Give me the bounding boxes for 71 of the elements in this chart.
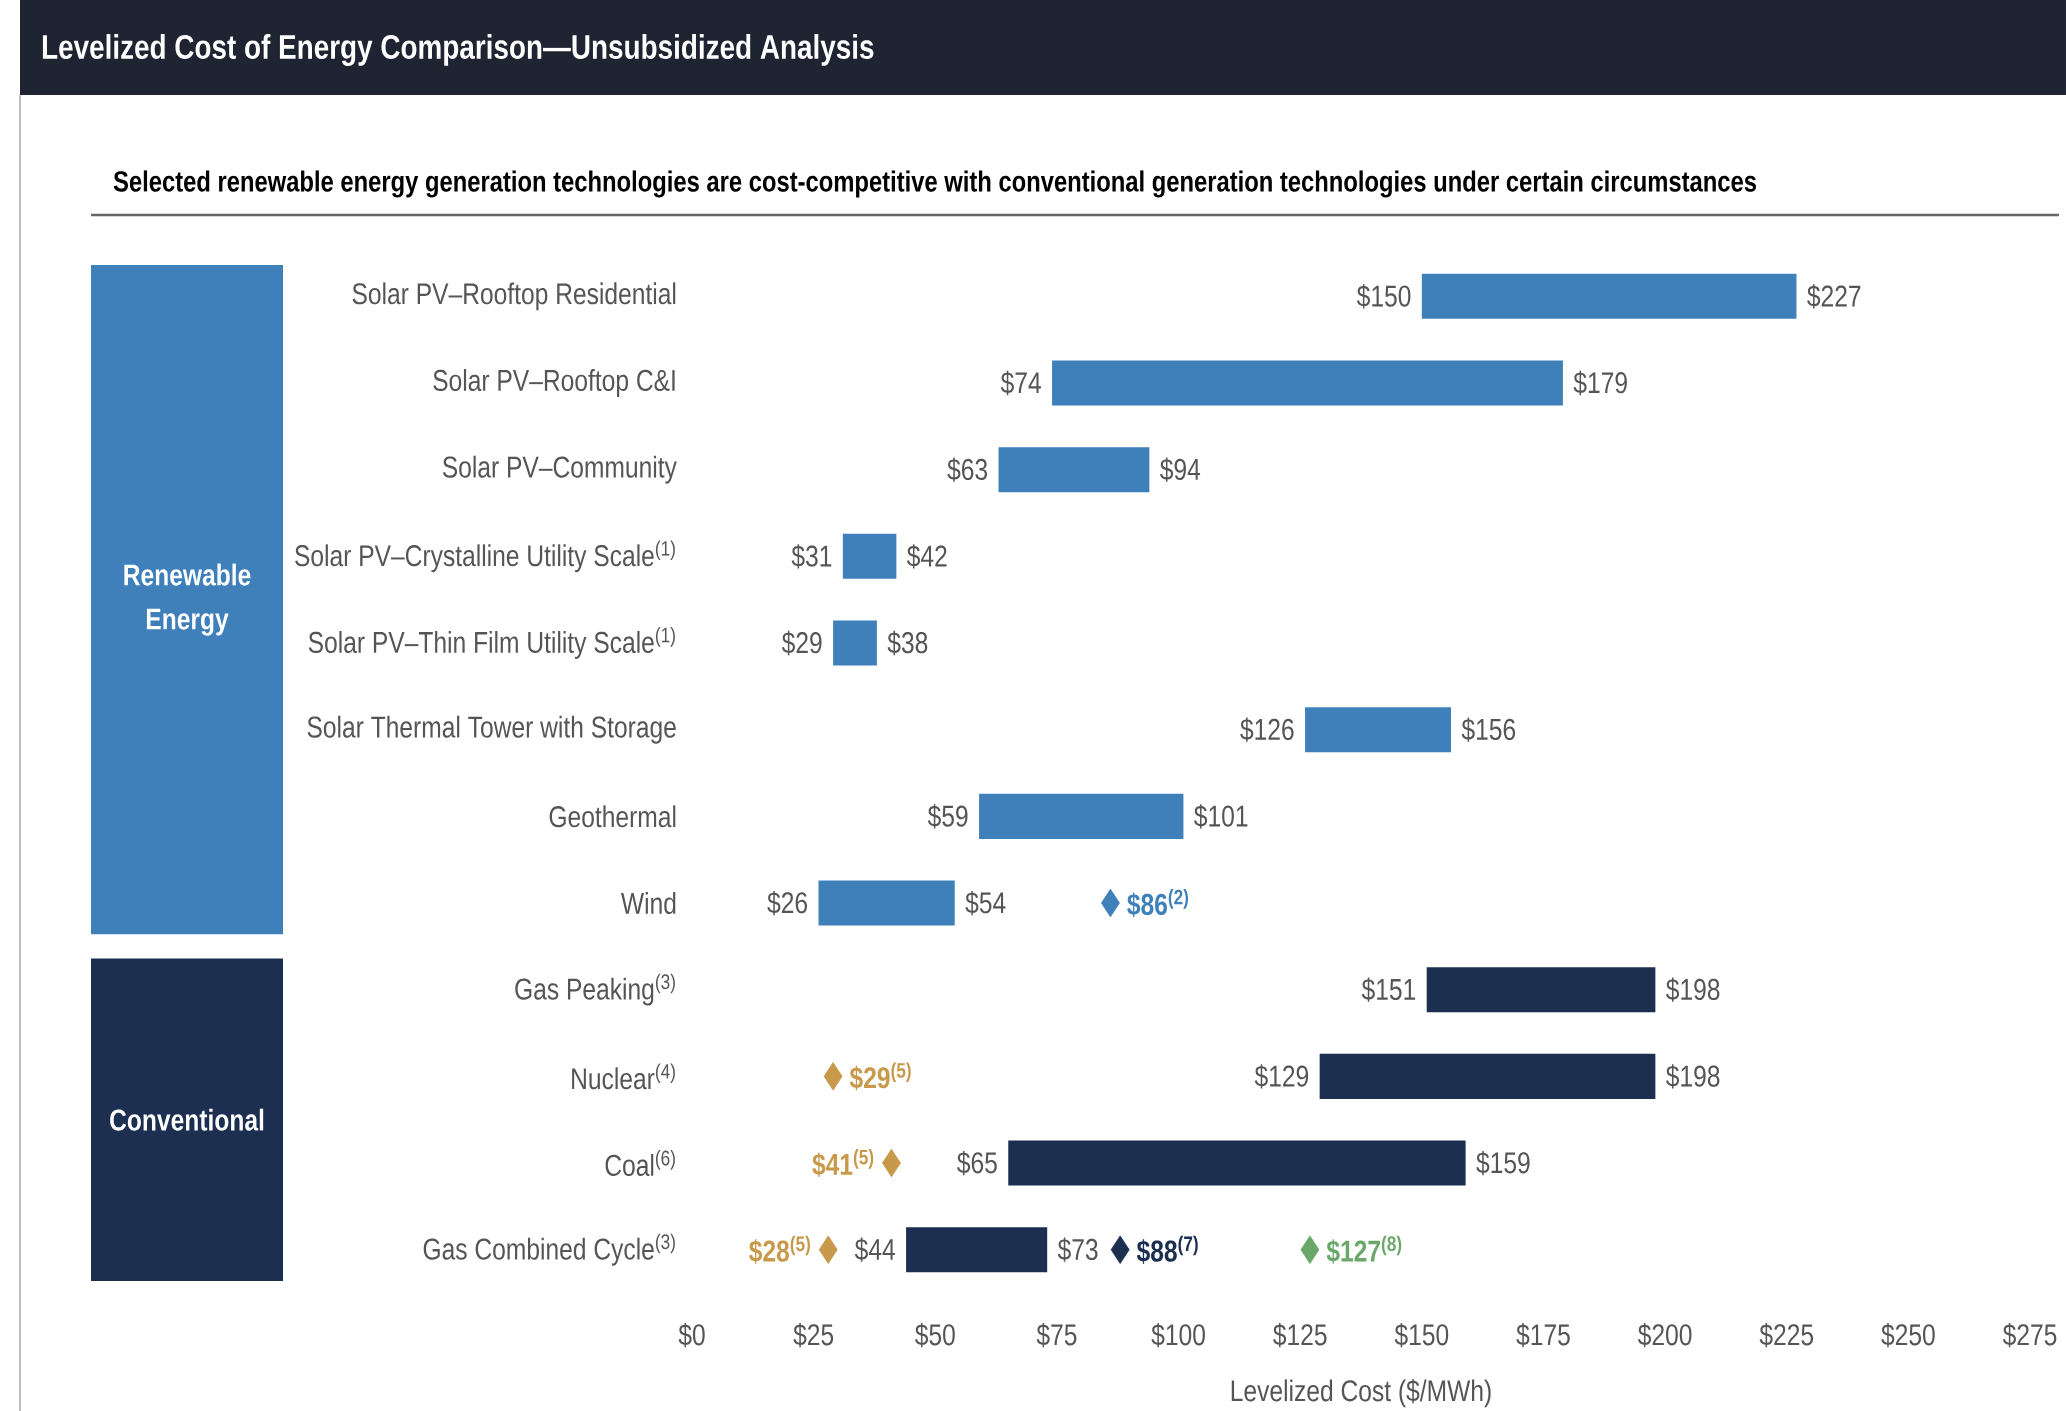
x-tick-label: $0: [678, 1322, 705, 1348]
y-tick-label: Gas Peaking$^{(3)}$: [515, 973, 675, 1006]
y-tick-label: Geothermal: [549, 805, 676, 828]
x-tick-label: $225: [1759, 1322, 1814, 1348]
bar: [833, 620, 877, 666]
bar: [842, 533, 897, 579]
bar: [1426, 967, 1656, 1013]
y-tick-label: Solar PV–Crystalline Utility Scale$^{(1)}$: [295, 540, 675, 573]
data-label: $86$^{(2)}$: [1127, 889, 1189, 917]
chart-title: Levelized Cost of Energy Comparison—Unsubsidized Analysis: [42, 34, 874, 66]
data-label: $88$^{(7)}$: [1136, 1235, 1198, 1264]
annotation: $44: [854, 1237, 895, 1262]
data-label: $127$^{(8)}$: [1326, 1235, 1402, 1264]
bar: [1421, 273, 1797, 319]
x-tick-label: $250: [1881, 1322, 1935, 1348]
annotation: $129: [1254, 1064, 1309, 1089]
annotation: $126: [1240, 717, 1294, 742]
x-tick-label: $150: [1394, 1322, 1449, 1348]
x-tick-label: $275: [2002, 1322, 2057, 1348]
x-tick-label: $25: [793, 1322, 834, 1348]
y-tick-label: Nuclear$^{(4)}$: [572, 1063, 675, 1090]
y-tick-label: Solar PV–Rooftop C&I: [433, 369, 675, 397]
annotation: $42: [907, 544, 947, 569]
y-tick-label: Solar PV–Rooftop Residential: [352, 282, 676, 311]
text: Conventional: [110, 1108, 264, 1131]
annotation: $59: [927, 804, 968, 829]
x-tick-label: $100: [1151, 1322, 1205, 1348]
annotation: $159: [1476, 1150, 1530, 1176]
annotation: $65: [957, 1150, 997, 1176]
bar: [998, 447, 1150, 493]
y-tick-label: Coal$^{(6)}$: [605, 1150, 675, 1176]
y-tick-label: Wind: [620, 892, 676, 915]
annotation: $31: [791, 544, 832, 569]
y-tick-label: Gas Combined Cycle$^{(3)}$: [423, 1233, 675, 1266]
annotation: $198: [1666, 1064, 1720, 1089]
annotation: $38: [887, 630, 928, 656]
annotation: $94: [1160, 457, 1201, 482]
x-tick-label: $75: [1036, 1322, 1077, 1348]
x-tick-label: $200: [1637, 1322, 1692, 1348]
annotation: $29: [781, 630, 822, 656]
bar: [1319, 1053, 1656, 1099]
y-tick-label: Solar PV–Community: [442, 455, 677, 484]
data-label: $41$^{(5)}$: [812, 1149, 874, 1177]
x-tick-label: $50: [915, 1322, 955, 1348]
annotation: $227: [1807, 284, 1861, 309]
annotation: $179: [1573, 370, 1627, 396]
x-axis-title: Levelized Cost ($/MWh): [1231, 1378, 1491, 1408]
annotation: $150: [1356, 284, 1411, 309]
annotation: $63: [947, 457, 988, 482]
bar: [979, 793, 1184, 839]
x-tick-label: $125: [1273, 1322, 1327, 1348]
annotation: $54: [965, 890, 1006, 916]
annotation: $198: [1666, 977, 1720, 1002]
annotation: $101: [1194, 804, 1248, 829]
annotation: $151: [1361, 977, 1416, 1002]
annotation: $156: [1461, 717, 1516, 742]
y-tick-label: Solar PV–Thin Film Utility Scale$^{(1)}$: [308, 627, 675, 659]
annotation: $74: [1000, 370, 1041, 396]
y-tick-label: Solar Thermal Tower with Storage: [307, 715, 676, 744]
annotation: $73: [1057, 1237, 1098, 1262]
chart-subtitle: Selected renewable energy generation technologies are cost-competitive with conventional generation technologies under certain circumstances: [113, 170, 1756, 198]
annotation: $26: [767, 890, 808, 916]
data-label: $29$^{(5)}$: [849, 1062, 911, 1091]
data-label: $28$^{(5)}$: [749, 1235, 810, 1264]
x-tick-label: $175: [1516, 1322, 1570, 1348]
bar: [1008, 1140, 1466, 1186]
text: Renewable Energy: [124, 563, 251, 636]
bar: [906, 1227, 1048, 1273]
bar: [1052, 360, 1563, 406]
bar: [1305, 707, 1452, 753]
bar: [818, 880, 955, 926]
